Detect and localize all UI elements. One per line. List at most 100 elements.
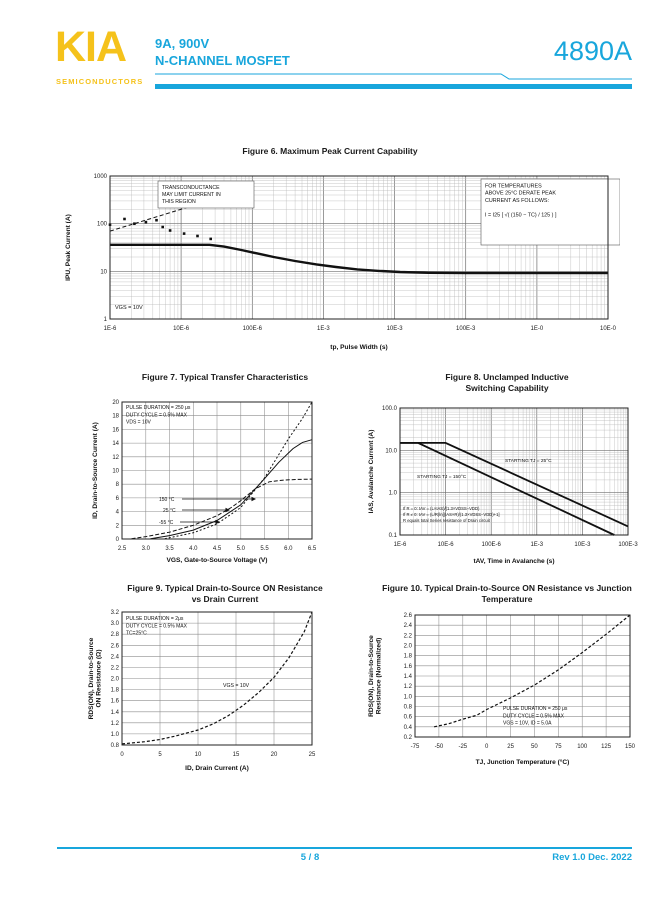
svg-text:5.0: 5.0: [237, 546, 246, 552]
svg-text:RDS(ON), Drain-to-Source: RDS(ON), Drain-to-Source: [368, 635, 375, 717]
svg-text:6.5: 6.5: [308, 546, 317, 552]
svg-text:1.0: 1.0: [404, 694, 413, 700]
svg-text:3.0: 3.0: [142, 546, 151, 552]
svg-text:RDS(ON), Drain-to-Source: RDS(ON), Drain-to-Source: [88, 637, 95, 719]
figure-9-rdson-vs-current-chart: Figure 9. Typical Drain-to-Source ON Res…: [85, 583, 365, 779]
svg-text:1.0: 1.0: [389, 491, 398, 497]
figure-9-plot: PULSE DURATION = 2μs DUTY CYCLE = 0.5% MA…: [85, 607, 365, 779]
figure-8-title: Figure 8. Unclamped Inductive Switching …: [445, 372, 569, 393]
svg-text:5: 5: [158, 752, 162, 758]
svg-text:FOR TEMPERATURES: FOR TEMPERATURES: [485, 183, 542, 189]
svg-text:VGS = 10V: VGS = 10V: [115, 305, 143, 311]
svg-text:Resistance (Normalized): Resistance (Normalized): [376, 638, 383, 715]
svg-text:DUTY CYCLE = 0.5% MAX: DUTY CYCLE = 0.5% MAX: [503, 713, 565, 719]
svg-text:10: 10: [100, 269, 107, 275]
svg-text:I = I25 [ √( (150 − TC) / 125: I = I25 [ √( (150 − TC) / 125 ) ]: [485, 212, 557, 219]
svg-text:R equals total Series resistan: R equals total Series resistance of Drai…: [403, 518, 491, 523]
svg-text:0: 0: [485, 744, 489, 750]
svg-text:1E-6: 1E-6: [104, 326, 117, 332]
svg-text:1E-0: 1E-0: [531, 326, 544, 332]
svg-text:10: 10: [112, 469, 119, 475]
device-type: N-CHANNEL MOSFET: [155, 53, 290, 68]
svg-text:VGS, Gate-to-Source Voltage (V: VGS, Gate-to-Source Voltage (V): [167, 557, 268, 564]
svg-text:TJ, Junction Temperature (°C): TJ, Junction Temperature (°C): [476, 758, 570, 766]
figure-10-rdson-vs-temperature-chart: Figure 10. Typical Drain-to-Source ON Re…: [365, 583, 649, 772]
svg-text:1.8: 1.8: [111, 688, 120, 694]
svg-text:1E-3: 1E-3: [317, 326, 330, 332]
svg-text:PULSE DURATION = 250 μs: PULSE DURATION = 250 μs: [503, 706, 568, 712]
svg-text:0.8: 0.8: [111, 743, 120, 749]
svg-text:STARTING TJ = 25°C: STARTING TJ = 25°C: [505, 458, 552, 464]
svg-text:15: 15: [233, 752, 240, 758]
svg-text:3.2: 3.2: [111, 610, 120, 616]
svg-text:IAS, Avalanche Current (A): IAS, Avalanche Current (A): [368, 430, 375, 514]
svg-text:100: 100: [97, 222, 108, 228]
svg-text:20: 20: [112, 400, 119, 406]
svg-text:0.1: 0.1: [389, 533, 398, 539]
svg-text:DUTY CYCLE = 0.5% MAX: DUTY CYCLE = 0.5% MAX: [126, 412, 188, 418]
svg-text:0.8: 0.8: [404, 705, 413, 711]
svg-text:DUTY CYCLE = 0.5% MAX: DUTY CYCLE = 0.5% MAX: [126, 623, 188, 629]
svg-text:25: 25: [507, 744, 514, 750]
svg-text:10.0: 10.0: [385, 448, 397, 454]
svg-text:50: 50: [531, 744, 538, 750]
svg-text:1000: 1000: [94, 174, 108, 180]
svg-text:6: 6: [116, 496, 120, 502]
svg-text:2.6: 2.6: [404, 613, 413, 619]
svg-text:25 °C: 25 °C: [163, 508, 176, 514]
svg-text:0.2: 0.2: [404, 735, 413, 741]
svg-text:VGS = 10V: VGS = 10V: [223, 683, 250, 689]
svg-text:14: 14: [112, 441, 119, 447]
svg-text:100E-3: 100E-3: [618, 542, 638, 548]
revision: Rev 1.0 Dec. 2022: [552, 852, 632, 863]
svg-text:If R ≠ 0: tAV = (L/R)ln[(IAS×R: If R ≠ 0: tAV = (L/R)ln[(IAS×R)/(1.3×VDS…: [403, 512, 500, 517]
svg-text:VGS = 10V, ID = 5.0A: VGS = 10V, ID = 5.0A: [503, 721, 552, 727]
svg-text:IPU, Peak Current (A): IPU, Peak Current (A): [65, 214, 72, 281]
svg-text:0: 0: [116, 537, 120, 543]
svg-text:25: 25: [309, 752, 316, 758]
svg-text:10E-3: 10E-3: [574, 542, 591, 548]
svg-text:3.0: 3.0: [111, 621, 120, 627]
svg-text:1.4: 1.4: [404, 674, 413, 680]
svg-text:4.5: 4.5: [213, 546, 222, 552]
kia-logo-subtitle: SEMICONDUCTORS: [56, 77, 144, 86]
header-accent-bar: [155, 84, 632, 89]
svg-text:1E-6: 1E-6: [394, 542, 407, 548]
page-number: 5 / 8: [300, 852, 320, 863]
part-number: 4890A: [553, 36, 632, 66]
svg-text:1.2: 1.2: [404, 684, 413, 690]
svg-text:125: 125: [601, 744, 612, 750]
svg-text:0.4: 0.4: [404, 725, 413, 731]
svg-text:4: 4: [116, 510, 120, 516]
svg-text:0.6: 0.6: [404, 715, 413, 721]
svg-text:TRANSCONDUCTANCE: TRANSCONDUCTANCE: [162, 185, 220, 191]
svg-text:2.0: 2.0: [404, 644, 413, 650]
svg-text:75: 75: [555, 744, 562, 750]
svg-text:5.5: 5.5: [260, 546, 269, 552]
svg-text:2.2: 2.2: [111, 665, 120, 671]
svg-text:100E-3: 100E-3: [456, 326, 476, 332]
svg-text:CURRENT AS FOLLOWS:: CURRENT AS FOLLOWS:: [485, 198, 549, 204]
svg-text:STARTING TJ = 150°C: STARTING TJ = 150°C: [417, 474, 467, 480]
figure-6-peak-current-chart: Figure 6. Maximum Peak Current Capabilit…: [40, 146, 621, 355]
figure-8-plot: STARTING TJ = 150°C STARTING TJ = 25°C If …: [365, 396, 649, 568]
svg-text:100: 100: [577, 744, 588, 750]
svg-text:2.2: 2.2: [404, 633, 413, 639]
svg-text:10: 10: [195, 752, 202, 758]
svg-text:100.0: 100.0: [382, 406, 398, 412]
svg-text:6.0: 6.0: [284, 546, 293, 552]
svg-text:1.0: 1.0: [111, 732, 120, 738]
svg-text:10E-3: 10E-3: [387, 326, 404, 332]
svg-text:PULSE DURATION = 250 μs: PULSE DURATION = 250 μs: [126, 405, 191, 411]
svg-text:ID, Drain-to-Source Current (A: ID, Drain-to-Source Current (A): [92, 422, 99, 519]
svg-text:1.4: 1.4: [111, 710, 120, 716]
svg-text:1E-3: 1E-3: [530, 542, 543, 548]
svg-text:tp, Pulse Width (s): tp, Pulse Width (s): [330, 344, 387, 351]
svg-text:-75: -75: [411, 744, 420, 750]
svg-text:0: 0: [120, 752, 124, 758]
svg-text:1: 1: [104, 317, 108, 323]
svg-text:3.5: 3.5: [165, 546, 174, 552]
svg-text:If R = 0: tAV = (L×IAS)/(1.3×V: If R = 0: tAV = (L×IAS)/(1.3×VDSS−VDD): [403, 506, 480, 511]
svg-text:THIS REGION: THIS REGION: [162, 199, 196, 205]
